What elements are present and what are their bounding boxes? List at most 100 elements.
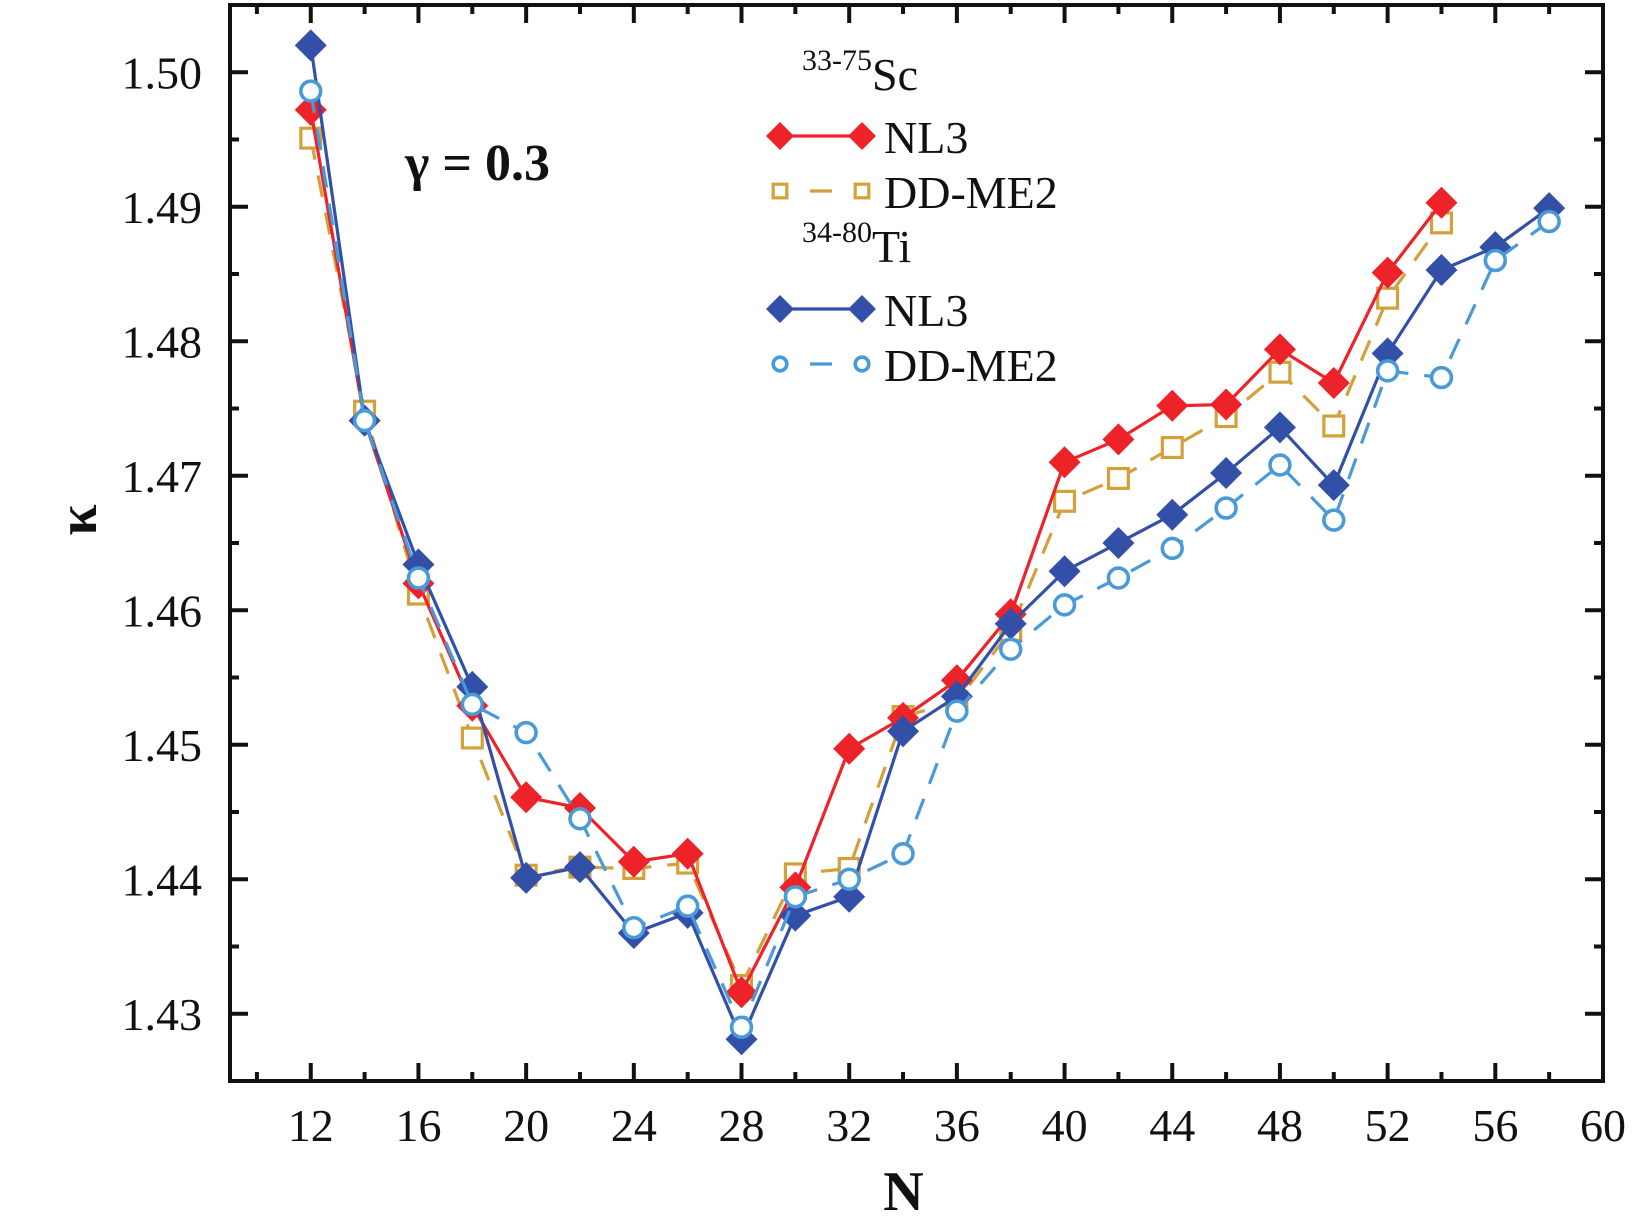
data-point-sc-nl3 [1156,389,1189,422]
data-point-ti-nl3 [1371,337,1404,370]
legend-item-sc-dd-me2: DD-ME2 [771,167,1058,218]
data-point-ti-nl3 [456,670,489,703]
data-point-ti-nl3 [1048,555,1081,588]
data-point-sc-nl3 [1263,333,1296,366]
data-point-ti-dd-me2 [299,79,323,103]
y-axis-label: κ [47,504,109,535]
legend-label: NL3 [884,285,968,336]
tick-labels: 12 16 20 24 28 32 36 40 44 48 52 56 60 1.43 1.44 1.45 1.… [122,47,1627,1151]
legend-marker [853,355,871,373]
x-tick-label: 48 [1257,1100,1303,1151]
y-tick-label: 1.50 [122,47,203,98]
data-point-ti-dd-me2 [460,692,485,717]
legend-marker [853,182,871,200]
data-point-sc-nl3 [510,781,543,814]
legend-group-label: 34-80Ti [802,216,911,272]
data-point-ti-nl3 [294,29,327,62]
legend-label: DD-ME2 [884,340,1058,391]
x-tick-label: 56 [1472,1100,1518,1151]
data-point-sc-nl3 [617,845,650,878]
data-point-sc-nl3 [671,837,704,870]
x-tick-label: 32 [826,1100,872,1151]
x-tick-label: 20 [503,1100,549,1151]
data-point-sc-nl3 [1210,388,1243,421]
legend-item-ti-dd-me2: DD-ME2 [771,340,1058,391]
series-ti-dd-me2 [299,79,1561,1039]
legend-element: Ti [872,221,911,272]
data-point-ti-dd-me2 [1375,359,1400,383]
data-point-ti-dd-me2 [1052,593,1077,617]
legend-item-ti-nl3: NL3 [766,285,968,336]
legend-marker [848,122,876,150]
x-tick-label: 44 [1149,1100,1195,1151]
data-point-ti-dd-me2 [406,566,431,590]
y-tick-label: 1.49 [122,182,203,233]
legend-label: DD-ME2 [884,167,1058,218]
x-tick-label: 16 [395,1100,441,1151]
y-tick-label: 1.45 [122,720,203,771]
series-ti-nl3 [294,29,1566,1056]
series-line-ti-dd-me2 [309,90,1551,1029]
data-point-ti-dd-me2 [1483,248,1508,273]
data-point-ti-dd-me2 [1537,209,1561,234]
data-point-ti-dd-me2 [1106,566,1131,590]
x-tick-label: 28 [719,1100,765,1151]
data-point-ti-nl3 [1102,527,1135,559]
data-point-ti-nl3 [833,880,866,913]
data-point-sc-nl3 [725,976,758,1009]
legend-label: NL3 [884,112,968,163]
data-point-ti-nl3 [1317,469,1350,502]
legend-mass-range: 33-75 [802,44,872,77]
data-point-ti-dd-me2 [1322,508,1346,532]
legend-element: Sc [872,49,918,100]
data-point-sc-dd-me2 [1160,435,1184,460]
data-point-ti-nl3 [1210,457,1243,490]
data-point-ti-nl3 [510,861,543,894]
data-point-ti-dd-me2 [837,867,861,891]
data-point-ti-dd-me2 [514,720,538,745]
data-point-ti-nl3 [563,851,596,884]
y-tick-label: 1.48 [122,316,203,367]
data-point-ti-dd-me2 [1214,496,1238,520]
data-point-ti-nl3 [1425,253,1458,286]
data-point-ti-nl3 [779,899,812,932]
data-point-sc-dd-me2 [1053,489,1077,513]
data-point-sc-dd-me2 [1106,466,1130,490]
data-point-sc-dd-me2 [1322,414,1346,438]
data-point-ti-dd-me2 [622,915,646,940]
data-point-ti-nl3 [1263,411,1296,444]
data-point-ti-dd-me2 [891,841,915,866]
x-tick-label: 40 [1042,1100,1088,1151]
data-point-sc-nl3 [833,732,866,765]
data-point-sc-nl3 [1371,256,1404,289]
data-point-ti-dd-me2 [999,637,1023,661]
x-tick-label: 36 [934,1100,980,1151]
data-point-sc-nl3 [1048,446,1081,479]
series-line-sc-dd-me2 [309,137,1443,988]
legend-item-sc-nl3: NL3 [766,112,968,163]
legend-group-label: 33-75Sc [802,44,918,100]
series-line-ti-nl3 [309,45,1551,1041]
data-point-ti-dd-me2 [1429,365,1454,390]
ticks-layer [230,3,1603,1081]
data-point-sc-dd-me2 [1376,286,1400,310]
series-layer [294,29,1566,1056]
data-point-sc-nl3 [1102,423,1135,456]
data-point-ti-dd-me2 [352,408,377,433]
data-point-sc-dd-me2 [460,726,484,750]
legend-marker [766,295,794,323]
data-point-ti-dd-me2 [1160,536,1184,561]
x-tick-label: 52 [1365,1100,1411,1151]
data-point-ti-nl3 [887,715,920,748]
data-point-ti-dd-me2 [729,1015,754,1039]
data-point-sc-nl3 [1317,366,1350,399]
data-point-ti-dd-me2 [783,885,808,909]
legend-marker [771,355,789,373]
data-point-sc-nl3 [1425,186,1458,219]
gamma-annotation: γ = 0.3 [404,135,550,192]
y-tick-label: 1.43 [122,989,203,1040]
legend-marker [848,295,876,323]
y-tick-label: 1.44 [122,854,203,905]
